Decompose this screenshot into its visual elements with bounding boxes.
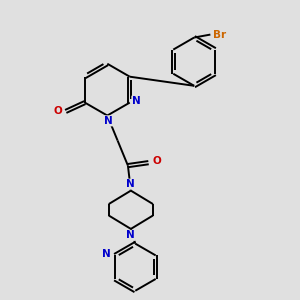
Text: O: O [152, 156, 161, 166]
Text: N: N [132, 96, 141, 106]
Text: N: N [127, 179, 135, 189]
Text: N: N [127, 230, 135, 240]
Text: N: N [104, 116, 113, 126]
Text: N: N [102, 249, 111, 259]
Text: O: O [54, 106, 63, 116]
Text: Br: Br [213, 30, 226, 40]
